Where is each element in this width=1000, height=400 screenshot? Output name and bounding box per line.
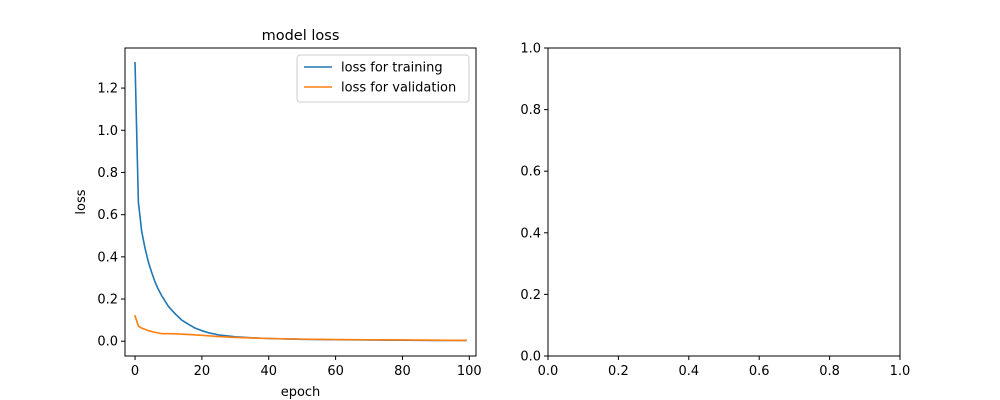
empty-chart: 0.0 0.2 0.4 0.6 0.8 1.0 0.0 0.2 0.4 0.6 0.8 1.0 — [520, 42, 910, 380]
loss-chart-y-tick-label: 0.6 — [97, 208, 118, 223]
empty-chart-x-tick-label: 1.0 — [890, 364, 911, 379]
loss-chart-x-tick-label: 40 — [260, 364, 277, 379]
loss-chart-y-axis-label: loss — [74, 189, 89, 214]
empty-chart-frame — [547, 47, 901, 357]
legend-label-validation: loss for validation — [341, 81, 456, 96]
empty-chart-x-tick-label: 0.6 — [749, 364, 770, 379]
loss-chart-x-axis-label: epoch — [281, 385, 321, 400]
loss-chart-frame — [124, 47, 477, 357]
loss-chart: model loss 0 20 40 60 80 100 0.0 0.2 0.4 0.6 0.8 1.… — [74, 28, 482, 400]
loss-chart-x-tick-label: 20 — [194, 364, 211, 379]
validation-loss-line — [134, 314, 467, 342]
empty-chart-y-tick-label: 1.0 — [520, 42, 541, 57]
loss-chart-title: model loss — [262, 28, 340, 44]
legend-label-training: loss for training — [341, 61, 443, 76]
empty-chart-x-tick-label: 0.2 — [608, 364, 629, 379]
legend: loss for training loss for validation — [296, 54, 470, 103]
loss-chart-x-tick-label: 60 — [327, 364, 344, 379]
legend-box — [296, 54, 470, 103]
loss-chart-y-tick-label: 1.2 — [97, 82, 118, 97]
empty-chart-x-tick-label: 0.0 — [538, 364, 559, 379]
loss-chart-y-tick-label: 0.2 — [97, 293, 118, 308]
loss-chart-y-tick-label: 0.4 — [97, 250, 118, 265]
empty-chart-x-tick-label: 0.8 — [819, 364, 840, 379]
loss-chart-y-tick-label: 0.0 — [97, 335, 118, 350]
empty-chart-y-tick-label: 0.4 — [520, 226, 541, 241]
empty-chart-y-tick-label: 0.2 — [520, 288, 541, 303]
loss-chart-x-tick-label: 100 — [457, 364, 482, 379]
loss-chart-x-tick-label: 0 — [131, 364, 139, 379]
empty-chart-y-tick-label: 0.8 — [520, 103, 541, 118]
empty-chart-y-tick-label: 0.6 — [520, 165, 541, 180]
empty-chart-x-tick-label: 0.4 — [678, 364, 699, 379]
loss-chart-y-tick-label: 0.8 — [97, 166, 118, 181]
loss-chart-y-tick-label: 1.0 — [97, 124, 118, 139]
loss-chart-x-tick-label: 80 — [394, 364, 411, 379]
empty-chart-y-tick-label: 0.0 — [520, 350, 541, 365]
